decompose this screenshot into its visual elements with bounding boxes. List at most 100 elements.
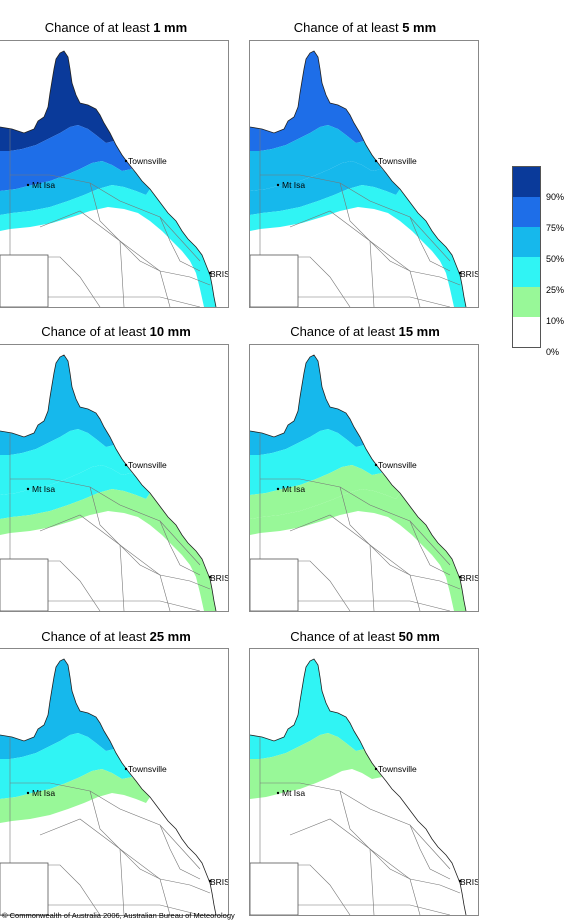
district-boundary-7 [250, 904, 451, 915]
inset-box [250, 254, 299, 307]
panel-title-10mm: Chance of at least 10 mm [0, 324, 236, 339]
legend-swatch-75 [512, 197, 541, 227]
district-boundary-2 [339, 182, 375, 307]
brisbane-dot [208, 575, 212, 579]
mt-isa-dot [26, 183, 30, 187]
district-boundary-1 [10, 174, 201, 262]
district-boundary-6 [159, 824, 201, 880]
district-boundary-2 [89, 182, 125, 307]
coastline [250, 658, 467, 915]
district-boundary-1 [260, 478, 451, 566]
coastline [250, 50, 467, 307]
district-boundary-5 [119, 240, 211, 286]
legend-swatch-10 [512, 287, 541, 317]
legend-label-50: 50% [546, 254, 565, 264]
brisbane-label: BRIS [460, 877, 478, 887]
district-boundary-5 [369, 848, 461, 894]
rain-zone-1 [250, 125, 382, 191]
rain-zone-3 [250, 489, 466, 611]
inset-box [0, 558, 49, 611]
townsville-dot [124, 159, 128, 163]
brisbane-dot [458, 879, 462, 883]
panel-threshold: 15 mm [398, 324, 440, 339]
district-boundary-6 [159, 520, 201, 576]
legend-swatch-90 [512, 166, 541, 197]
district-boundary-5 [369, 240, 461, 286]
coastline [250, 354, 467, 611]
map-panel-1mm: Townsville Mt Isa BRIS [0, 40, 229, 308]
mt-isa-label: Mt Isa [282, 788, 305, 798]
panel-title-prefix: Chance of at least [41, 629, 146, 644]
rain-zone-2 [250, 161, 400, 215]
coastline [0, 658, 217, 915]
rain-zone-3 [0, 489, 216, 611]
rain-zone-0 [0, 51, 114, 151]
panel-title-25mm: Chance of at least 25 mm [0, 629, 236, 644]
panel-title-prefix: Chance of at least [44, 20, 150, 35]
townsville-dot [124, 767, 128, 771]
district-boundary-2 [339, 790, 375, 915]
legend-label-75: 75% [546, 223, 565, 233]
legend-swatch-25 [512, 257, 541, 287]
map-panel-50mm: Townsville Mt Isa BRIS [249, 648, 479, 916]
legend-label-90: 90% [546, 192, 565, 202]
legend-label-0: 0% [546, 347, 560, 357]
queensland-map: Townsville Mt Isa BRIS [250, 649, 478, 915]
district-boundary-1 [10, 478, 201, 566]
legend-swatch-0 [512, 317, 541, 348]
district-boundary-5 [119, 544, 211, 590]
rain-zone-0 [0, 659, 114, 759]
rain-zone-0 [0, 355, 114, 455]
brisbane-dot [208, 879, 212, 883]
mt-isa-dot [276, 183, 280, 187]
district-boundary-2 [339, 486, 375, 611]
panel-title-prefix: Chance of at least [290, 324, 395, 339]
rain-zone-2 [0, 769, 150, 823]
coastline [0, 354, 217, 611]
probability-legend: 90% 75% 50% 25% 10% 0% [512, 166, 570, 357]
district-boundary-6 [159, 216, 201, 272]
townsville-dot [124, 463, 128, 467]
queensland-map: Townsville Mt Isa BRIS [0, 41, 228, 307]
district-boundary-5 [119, 848, 211, 894]
brisbane-label: BRIS [210, 877, 228, 887]
copyright-notice: © Commonwealth of Australia 2006, Austra… [2, 911, 235, 920]
district-boundary-7 [250, 296, 451, 307]
inset-box [250, 862, 299, 915]
rain-zone-1 [0, 733, 132, 799]
rain-zone-1 [250, 429, 382, 495]
rain-zone-3 [250, 185, 466, 307]
mt-isa-label: Mt Isa [32, 180, 55, 190]
map-panel-10mm: Townsville Mt Isa BRIS [0, 344, 229, 612]
district-boundary-7 [0, 600, 201, 611]
district-boundary-7 [0, 296, 201, 307]
mt-isa-label: Mt Isa [282, 484, 305, 494]
legend-swatch-50 [512, 227, 541, 257]
townsville-label: Townsville [128, 764, 167, 774]
rain-zone-2 [250, 465, 400, 519]
queensland-map: Townsville Mt Isa BRIS [0, 345, 228, 611]
district-boundary-1 [260, 782, 451, 870]
district-boundary-7 [250, 600, 451, 611]
townsville-label: Townsville [378, 764, 417, 774]
rain-zone-1 [0, 429, 132, 495]
map-panel-5mm: Townsville Mt Isa BRIS [249, 40, 479, 308]
townsville-label: Townsville [128, 156, 167, 166]
panel-threshold: 50 mm [398, 629, 440, 644]
townsville-label: Townsville [378, 156, 417, 166]
district-boundary-6 [409, 216, 451, 272]
panel-threshold: 25 mm [149, 629, 191, 644]
mt-isa-dot [26, 791, 30, 795]
legend-label-10: 10% [546, 316, 565, 326]
rain-zone-0 [250, 355, 364, 455]
brisbane-dot [208, 271, 212, 275]
townsville-dot [374, 463, 378, 467]
inset-box [0, 862, 49, 915]
district-boundary-2 [89, 486, 125, 611]
district-boundary-6 [409, 520, 451, 576]
queensland-map: Townsville Mt Isa BRIS [250, 41, 478, 307]
brisbane-dot [458, 271, 462, 275]
panel-title-5mm: Chance of at least 5 mm [245, 20, 485, 35]
mt-isa-label: Mt Isa [282, 180, 305, 190]
panel-title-prefix: Chance of at least [290, 629, 395, 644]
